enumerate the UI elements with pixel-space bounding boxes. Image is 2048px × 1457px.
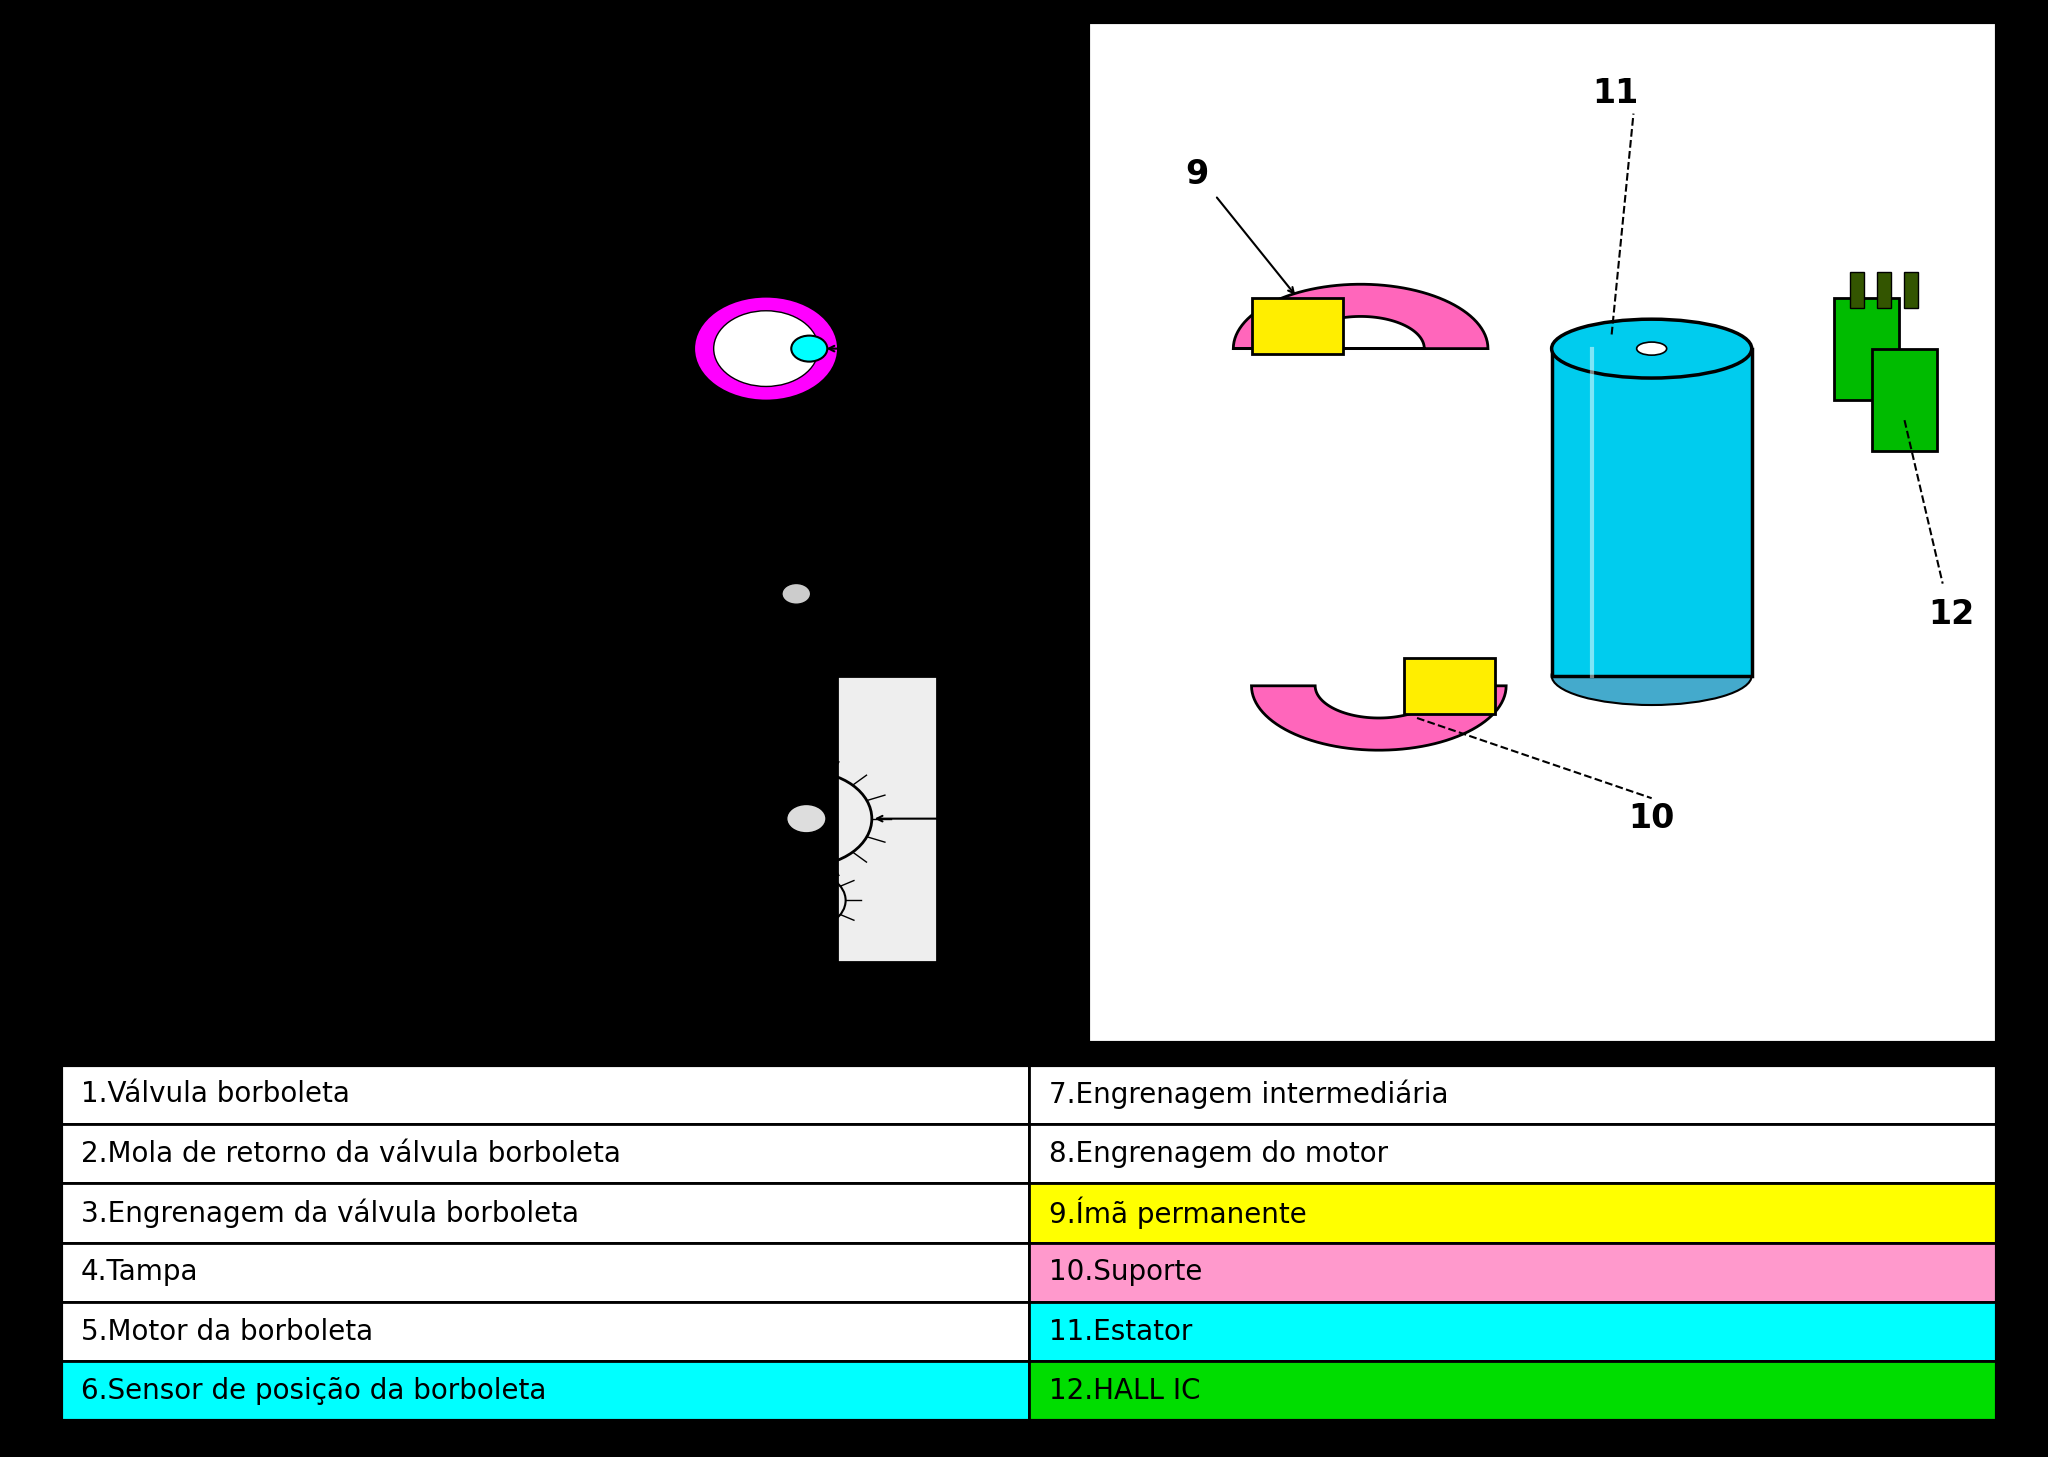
Text: 4.Tampa: 4.Tampa [80,1259,199,1287]
Circle shape [713,310,819,386]
Text: 12.HALL IC: 12.HALL IC [1049,1377,1200,1405]
Bar [1028,1065,1997,1123]
Text: 8.Engrenagem do motor: 8.Engrenagem do motor [1049,1139,1389,1167]
Text: 1.Válvula borboleta: 1.Válvula borboleta [80,1080,350,1109]
Text: 12: 12 [1929,597,1974,631]
Text: 10.Suporte: 10.Suporte [1049,1259,1202,1287]
Text: 11.Estator: 11.Estator [1049,1317,1192,1346]
Bar [1253,299,1343,354]
Text: 1: 1 [70,669,92,702]
Bar [1872,348,1937,450]
Circle shape [791,335,827,361]
Text: 6: 6 [1057,332,1079,366]
Text: 9: 9 [1186,159,1208,191]
Circle shape [694,297,838,401]
Bar [61,1065,1028,1123]
Text: 6.Sensor de posição da borboleta: 6.Sensor de posição da borboleta [80,1377,547,1405]
Circle shape [782,583,811,605]
Text: 4: 4 [784,36,807,68]
Text: 11: 11 [1591,77,1638,109]
Circle shape [786,804,825,833]
Bar [1552,348,1751,676]
Text: 9.Ímã permanente: 9.Ímã permanente [1049,1196,1307,1230]
Ellipse shape [1552,319,1751,377]
Bar [61,1243,1028,1303]
Text: 8: 8 [1057,803,1079,835]
Bar [61,1065,1997,1421]
Polygon shape [1251,686,1505,750]
Bar [1028,1243,1997,1303]
Bar [1878,272,1890,307]
Text: 10: 10 [1628,803,1675,835]
Bar [1087,22,1997,1043]
Text: 7: 7 [1057,577,1079,610]
Polygon shape [1233,284,1489,348]
Text: 7.Engrenagem intermediária: 7.Engrenagem intermediária [1049,1080,1448,1109]
Bar [1833,297,1898,399]
Bar [1028,1303,1997,1361]
Text: 2.Mola de retorno da válvula borboleta: 2.Mola de retorno da válvula borboleta [80,1139,621,1167]
Bar [1905,272,1919,307]
Bar [61,1361,1028,1421]
Text: 2: 2 [373,36,395,68]
Bar [836,676,938,962]
Bar [61,1123,1028,1183]
Bar [1849,272,1864,307]
Bar [61,1303,1028,1361]
Text: 3: 3 [270,966,295,998]
Ellipse shape [1552,645,1751,705]
Text: 3.Engrenagem da válvula borboleta: 3.Engrenagem da válvula borboleta [80,1198,578,1228]
Bar [1028,1361,1997,1421]
Bar [1028,1183,1997,1243]
Bar [1405,657,1495,714]
Text: 5.Motor da borboleta: 5.Motor da borboleta [80,1317,373,1346]
Bar [1028,1123,1997,1183]
Bar [61,1183,1028,1243]
Ellipse shape [1636,342,1667,356]
